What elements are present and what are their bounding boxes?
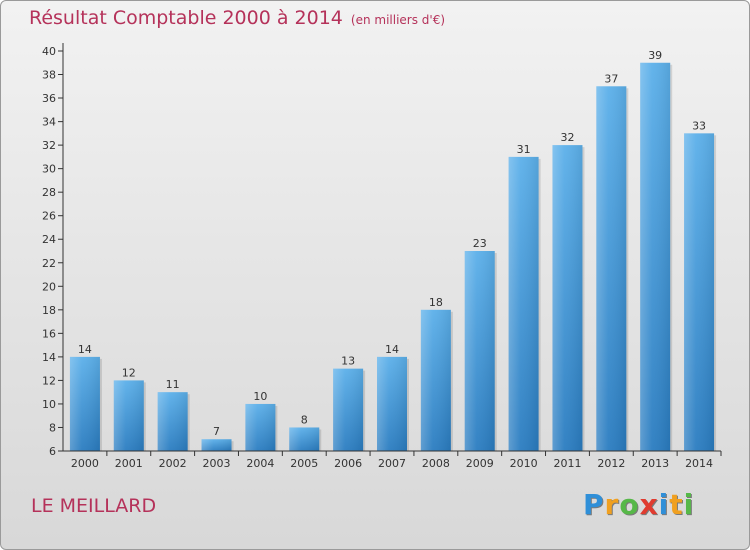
- bar-highlight: [508, 156, 539, 451]
- logo-letter: P: [583, 488, 605, 521]
- data-label: 39: [648, 49, 662, 62]
- bar-highlight: [596, 86, 627, 451]
- y-tick-label: 38: [42, 69, 56, 82]
- bar-highlight: [201, 439, 232, 451]
- x-tick-label: 2007: [378, 457, 406, 470]
- data-label: 8: [301, 413, 308, 426]
- logo-letter: i: [683, 488, 695, 521]
- y-tick-label: 28: [42, 186, 56, 199]
- x-tick-label: 2011: [553, 457, 581, 470]
- data-label: 18: [429, 296, 443, 309]
- logo-letter: i: [658, 488, 670, 521]
- y-tick-label: 22: [42, 257, 56, 270]
- commune-name: LE MEILLARD: [31, 495, 157, 517]
- y-tick-label: 34: [42, 116, 56, 129]
- data-label: 31: [517, 143, 531, 156]
- y-tick-label: 24: [42, 233, 56, 246]
- bar-highlight: [113, 380, 144, 451]
- data-label: 13: [341, 355, 355, 368]
- data-label: 33: [692, 119, 706, 132]
- bar-highlight: [552, 145, 583, 451]
- data-label: 7: [213, 425, 220, 438]
- bar-highlight: [640, 62, 671, 451]
- y-tick-label: 32: [42, 139, 56, 152]
- y-tick-label: 20: [42, 280, 56, 293]
- x-tick-label: 2006: [334, 457, 362, 470]
- y-tick-label: 30: [42, 163, 56, 176]
- x-axis: 2000 2001 2002 2003 2004 2005 2006 2007 2008 2009…: [63, 450, 722, 470]
- bar-highlight: [684, 133, 715, 451]
- x-tick-label: 2014: [685, 457, 713, 470]
- data-label: 10: [253, 390, 267, 403]
- x-tick-label: 2009: [466, 457, 494, 470]
- y-axis: 6 8 10 12 14 16 18 20 22 24 26 28 30 32 34 36 38 40: [42, 43, 64, 458]
- proxiti-logo[interactable]: Proxiti: [583, 488, 694, 521]
- bar-highlight: [420, 309, 451, 451]
- y-tick-label: 8: [49, 421, 56, 434]
- y-tick-label: 14: [42, 351, 56, 364]
- data-label: 37: [604, 72, 618, 85]
- bars: [69, 62, 717, 451]
- data-label: 23: [473, 237, 487, 250]
- data-label: 32: [560, 131, 574, 144]
- chart-title: Résultat Comptable 2000 à 2014 (en millie…: [29, 7, 445, 29]
- x-tick-label: 2013: [641, 457, 669, 470]
- data-labels: 14 12 11 7 10 8 13 14 18 23 31 32 37 39 33: [78, 49, 706, 438]
- x-tick-label: 2002: [159, 457, 187, 470]
- x-tick-label: 2005: [290, 457, 318, 470]
- data-label: 12: [122, 366, 136, 379]
- logo-letter: x: [639, 488, 659, 521]
- y-tick-label: 12: [42, 374, 56, 387]
- y-tick-label: 16: [42, 327, 56, 340]
- y-tick-label: 36: [42, 92, 56, 105]
- bar-highlight: [157, 392, 188, 451]
- x-tick-label: 2000: [71, 457, 99, 470]
- y-tick-label: 10: [42, 398, 56, 411]
- chart-subtitle: (en milliers d'€): [350, 13, 446, 27]
- x-tick-label: 2008: [422, 457, 450, 470]
- bar-highlight: [333, 368, 364, 451]
- x-tick-label: 2004: [246, 457, 274, 470]
- x-tick-label: 2001: [115, 457, 143, 470]
- logo-letter: t: [669, 488, 684, 521]
- y-tick-label: 6: [49, 445, 56, 458]
- x-tick-label: 2010: [510, 457, 538, 470]
- bar-highlight: [464, 251, 495, 451]
- x-tick-label: 2003: [203, 457, 231, 470]
- data-label: 14: [385, 343, 399, 356]
- x-tick-label: 2012: [597, 457, 625, 470]
- y-tick-label: 40: [42, 45, 56, 58]
- bar-highlight: [69, 356, 100, 451]
- data-label: 11: [166, 378, 180, 391]
- bar-highlight: [377, 356, 407, 451]
- bar-highlight: [245, 403, 276, 451]
- chart-title-text: Résultat Comptable 2000 à 2014: [29, 7, 343, 29]
- data-label: 14: [78, 343, 92, 356]
- logo-letter: r: [604, 488, 620, 521]
- y-tick-label: 18: [42, 304, 56, 317]
- logo-letter: o: [619, 488, 640, 521]
- bar-highlight: [289, 427, 320, 451]
- y-tick-label: 26: [42, 210, 56, 223]
